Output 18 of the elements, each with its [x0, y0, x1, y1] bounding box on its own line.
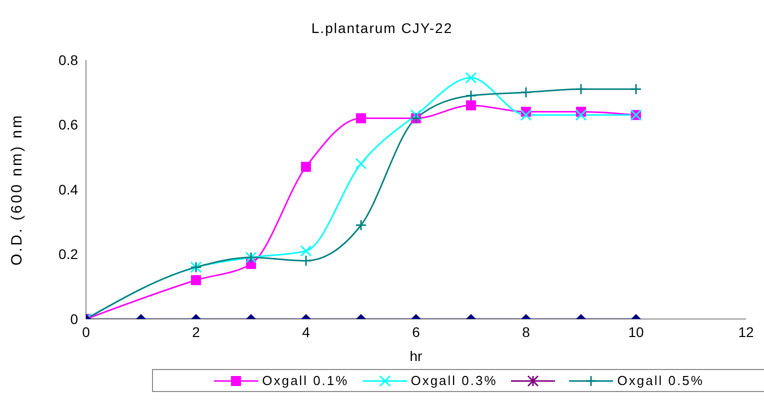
y-tick-label: 0.6 — [58, 116, 78, 133]
x-tick-label: 0 — [82, 324, 90, 340]
x-tick-label: 6 — [412, 324, 420, 340]
legend-label: Oxgall 0.3% — [410, 373, 498, 388]
y-axis-title: O.D. (600 nm) nm — [8, 113, 26, 266]
x-tick-label: 12 — [738, 324, 754, 340]
x-tick-label: 8 — [522, 324, 530, 340]
legend-label: Oxgall 0.1% — [262, 373, 349, 388]
y-tick-label: 0.8 — [58, 52, 78, 68]
y-tick-label: 0 — [70, 310, 78, 327]
y-tick-label: 0.2 — [58, 246, 78, 262]
y-tick-label: 0.4 — [58, 181, 78, 198]
x-tick-label: 4 — [302, 324, 310, 340]
x-tick-label: 2 — [192, 324, 200, 340]
chart-title: L.plantarum CJY-22 — [310, 19, 454, 38]
x-tick-label: 10 — [628, 324, 644, 340]
x-axis-title: hr — [410, 348, 423, 364]
legend-label: Oxgall 0.5% — [617, 373, 704, 388]
